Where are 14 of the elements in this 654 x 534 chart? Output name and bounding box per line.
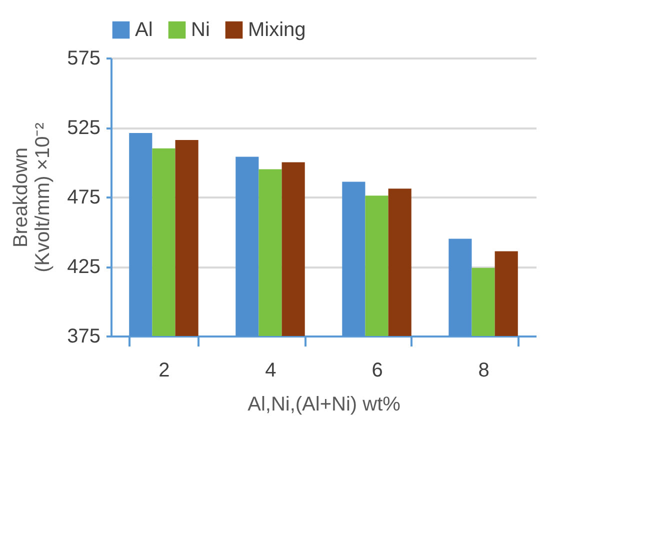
legend-label: Al (135, 19, 153, 41)
x-axis-title: Al,Ni,(Al+Ni) wt% (248, 394, 401, 416)
y-tick-label: 375 (67, 326, 100, 348)
x-tick-label: 4 (265, 360, 276, 382)
x-tick-label: 2 (158, 360, 170, 382)
y-tick-label: 475 (67, 186, 100, 208)
x-tick-label: 8 (478, 360, 490, 382)
legend-label: Ni (191, 19, 210, 41)
y-tick-label: 525 (67, 117, 100, 139)
y-axis-title: Breakdown (Kvolt/mm) ×10⁻² (10, 122, 54, 272)
y-tick-label: 425 (67, 256, 100, 278)
legend-label: Mixing (248, 19, 306, 41)
y-tick-label: 575 (67, 48, 100, 70)
x-tick-label: 6 (372, 360, 383, 382)
